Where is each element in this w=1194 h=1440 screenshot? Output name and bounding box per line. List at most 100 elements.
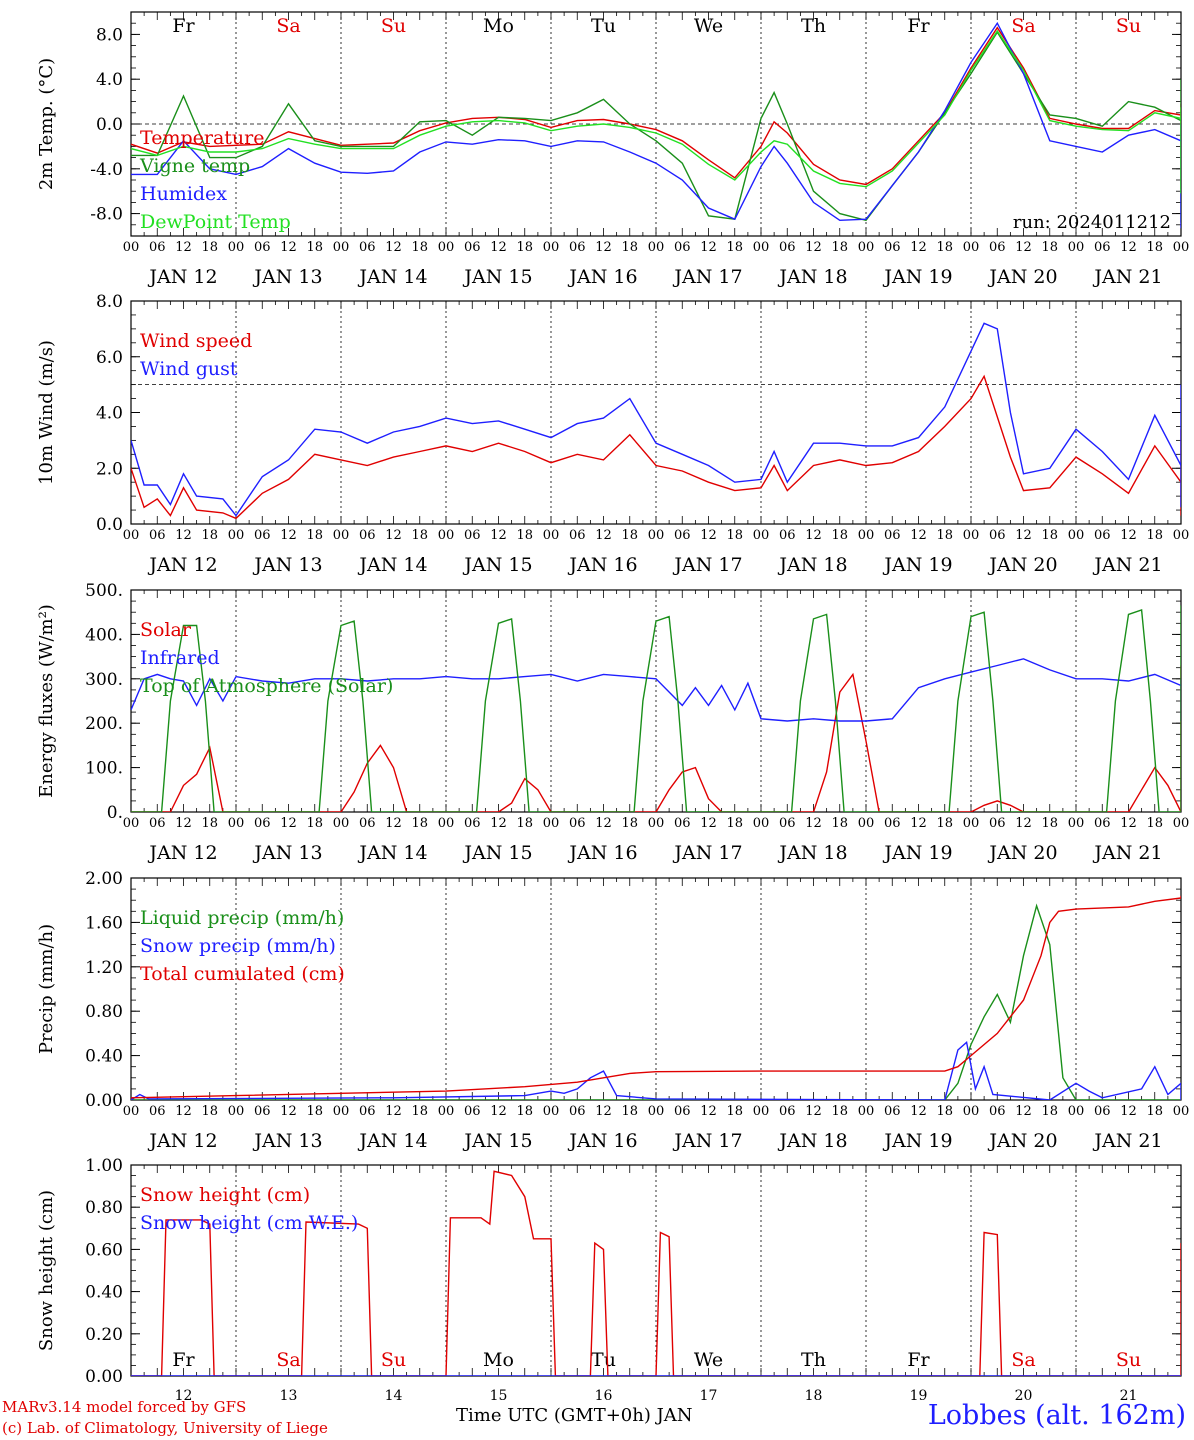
hour-label: 18 [411, 816, 428, 831]
legend-entry: Top of Atmosphere (Solar) [140, 675, 393, 697]
hour-label: 06 [464, 528, 481, 543]
hour-label: 00 [1173, 240, 1190, 255]
hour-label: 06 [569, 1104, 586, 1119]
hour-label: 06 [569, 240, 586, 255]
hour-label: 00 [228, 240, 245, 255]
legend-entry: Temperature [140, 127, 264, 149]
hour-label: 18 [831, 528, 848, 543]
series-line-wind-gust [131, 322, 1181, 517]
hour-label: 12 [1120, 1104, 1137, 1119]
y-tick-label: 500. [85, 581, 123, 601]
hour-label: 12 [700, 528, 717, 543]
hour-label: 06 [359, 816, 376, 831]
day-number-label: 14 [385, 1388, 403, 1404]
hour-label: 12 [385, 240, 402, 255]
hour-label: 00 [438, 1104, 455, 1119]
hour-label: 18 [201, 240, 218, 255]
hour-label: 18 [1041, 1104, 1058, 1119]
hour-label: 06 [674, 1104, 691, 1119]
legend-entry: Vigne temp [139, 155, 250, 177]
date-label: JAN 17 [672, 842, 742, 864]
date-label: JAN 18 [777, 554, 847, 576]
day-number-label: 21 [1120, 1388, 1138, 1404]
hour-label: 00 [963, 528, 980, 543]
hour-label: 06 [254, 240, 271, 255]
hour-label: 00 [963, 1104, 980, 1119]
y-tick-label: 300. [85, 670, 123, 690]
hour-label: 06 [149, 240, 166, 255]
y-tick-label: 0.80 [85, 1198, 123, 1218]
legend-entry: Wind speed [140, 330, 252, 352]
date-label: JAN 20 [987, 266, 1057, 288]
date-label: JAN 20 [987, 842, 1057, 864]
weekday-label: Mo [483, 1349, 514, 1371]
hour-label: 12 [805, 1104, 822, 1119]
hour-label: 06 [149, 816, 166, 831]
date-label: JAN 20 [987, 554, 1057, 576]
hour-label: 00 [963, 240, 980, 255]
hour-label: 00 [123, 816, 140, 831]
date-label: JAN 16 [567, 1130, 637, 1152]
hour-label: 12 [280, 528, 297, 543]
hour-label: 06 [779, 240, 796, 255]
y-tick-label: 0.40 [85, 1047, 123, 1067]
date-label: JAN 21 [1092, 1130, 1162, 1152]
y-tick-label: 200. [85, 714, 123, 734]
hour-label: 00 [228, 1104, 245, 1119]
hour-label: 00 [333, 1104, 350, 1119]
station-name: Lobbes (alt. 162m) [927, 1400, 1186, 1431]
y-tick-label: 8.0 [96, 25, 123, 45]
hour-label: 06 [569, 528, 586, 543]
hour-label: 06 [254, 816, 271, 831]
y-tick-label: 400. [85, 625, 123, 645]
date-label: JAN 14 [357, 842, 427, 864]
series-line-humidex [131, 21, 1181, 229]
day-number-label: 12 [175, 1388, 193, 1404]
date-label: JAN 12 [147, 842, 217, 864]
panel-4: 0.00 0.40 0.80 1.20 1.60 2.00 Precip (mm/h) 00 0… [36, 869, 1189, 1152]
hour-label: 06 [674, 528, 691, 543]
hour-label: 12 [280, 240, 297, 255]
hour-label: 06 [989, 816, 1006, 831]
legend-entry: Total cumulated (cm) [140, 963, 345, 985]
date-label: JAN 13 [252, 266, 322, 288]
y-tick-label: 100. [85, 759, 123, 779]
y-axis-title: Snow height (cm) [36, 1190, 57, 1351]
hour-label: 06 [884, 1104, 901, 1119]
hour-label: 00 [123, 528, 140, 543]
date-label: JAN 19 [882, 1130, 952, 1152]
date-label: JAN 12 [147, 266, 217, 288]
y-tick-label: 1.00 [85, 1156, 123, 1176]
series-line-liquid-precip-mm-h- [131, 903, 1181, 1100]
date-label: JAN 18 [777, 1130, 847, 1152]
y-tick-label: 0.40 [85, 1283, 123, 1303]
y-tick-label: -4.0 [90, 160, 123, 180]
weekday-label: Fr [172, 15, 195, 37]
legend-entry: Snow height (cm) [140, 1184, 310, 1206]
weekday-label: Su [381, 15, 406, 37]
legend-entry: Snow height (cm W.E.) [140, 1212, 358, 1234]
hour-label: 00 [858, 528, 875, 543]
hour-label: 00 [1068, 240, 1085, 255]
hour-label: 06 [569, 816, 586, 831]
y-axis-title: 2m Temp. (°C) [36, 58, 57, 190]
date-label: JAN 18 [777, 266, 847, 288]
date-label: JAN 13 [252, 554, 322, 576]
hour-label: 18 [936, 528, 953, 543]
date-label: JAN 19 [882, 842, 952, 864]
hour-label: 18 [306, 1104, 323, 1119]
hour-label: 00 [1068, 528, 1085, 543]
date-label: JAN 15 [462, 266, 532, 288]
y-tick-label: 0.80 [85, 1002, 123, 1022]
hour-label: 18 [201, 1104, 218, 1119]
weekday-label: We [694, 1349, 723, 1371]
hour-label: 00 [543, 816, 560, 831]
hour-label: 18 [936, 816, 953, 831]
hour-label: 18 [621, 816, 638, 831]
hour-label: 00 [438, 240, 455, 255]
date-label: JAN 21 [1092, 266, 1162, 288]
hour-label: 18 [516, 240, 533, 255]
hour-label: 18 [306, 240, 323, 255]
hour-label: 12 [385, 816, 402, 831]
hour-label: 00 [753, 1104, 770, 1119]
